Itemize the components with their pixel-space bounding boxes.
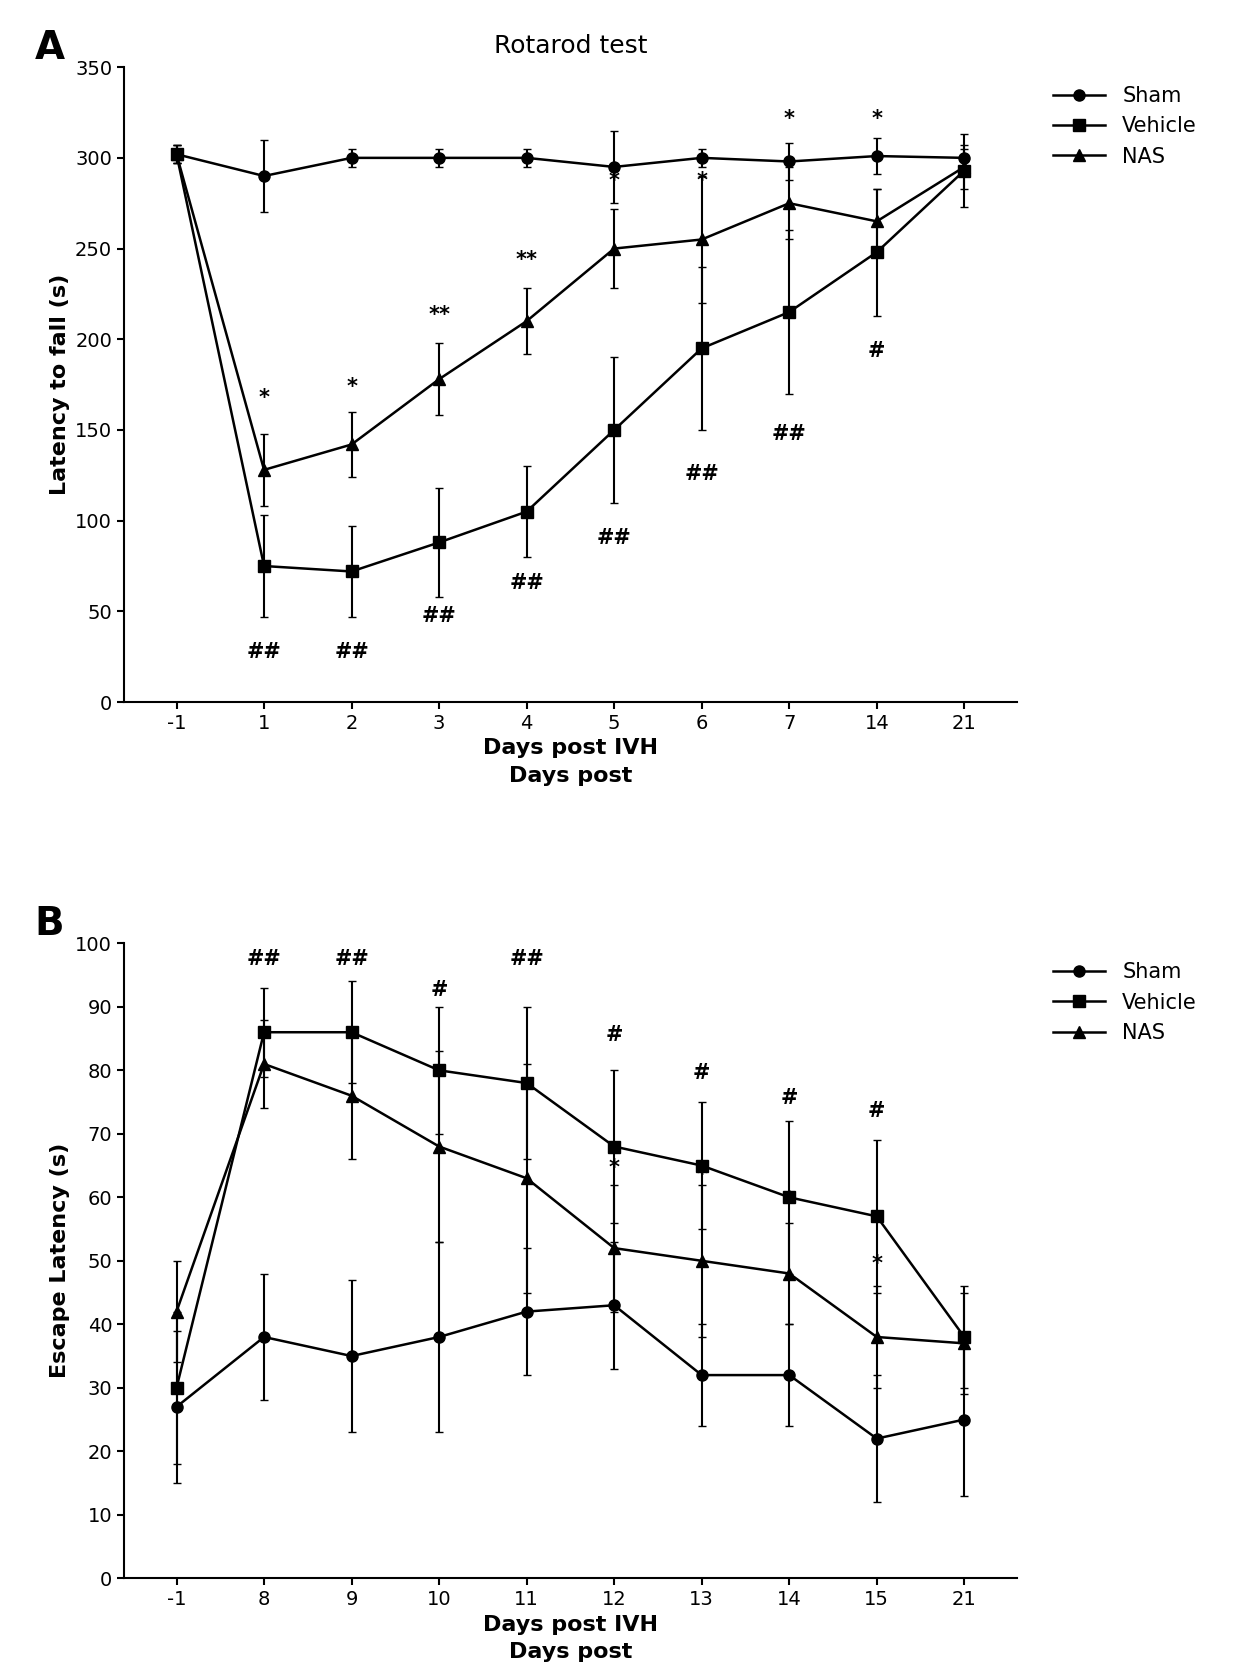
Text: ##: ## [596,527,631,547]
Text: *: * [872,1254,882,1273]
Text: Days post: Days post [508,766,632,786]
Y-axis label: Latency to fall (s): Latency to fall (s) [50,274,69,495]
Text: Days post: Days post [508,1642,632,1662]
Legend: Sham, Vehicle, NAS: Sham, Vehicle, NAS [1045,954,1205,1051]
Text: *: * [872,109,882,129]
Text: ##: ## [510,573,544,593]
Text: *: * [259,388,269,408]
Text: ##: ## [684,465,719,484]
Text: ##: ## [247,949,281,969]
Text: B: B [35,905,64,944]
Text: *: * [346,378,357,398]
Text: #: # [780,1088,797,1108]
Text: #: # [868,341,885,361]
Y-axis label: Escape Latency (s): Escape Latency (s) [50,1143,69,1378]
Text: #: # [605,1024,622,1044]
Text: ##: ## [335,949,370,969]
Text: A: A [35,29,64,67]
Text: ##: ## [247,641,281,662]
X-axis label: Days post IVH: Days post IVH [482,1615,658,1635]
Text: #: # [868,1101,885,1122]
Text: Days post IVH: Days post IVH [492,766,649,786]
Text: ##: ## [335,641,370,662]
Text: ##: ## [422,606,456,626]
Text: ##: ## [771,425,806,445]
Legend: Sham, Vehicle, NAS: Sham, Vehicle, NAS [1045,77,1205,175]
Text: **: ** [516,250,538,270]
Text: *: * [696,171,707,190]
Text: *: * [696,1165,707,1185]
Text: #: # [430,981,448,1001]
Text: *: * [609,171,620,190]
Text: Days post IVH: Days post IVH [492,1642,649,1662]
Title: Rotarod test: Rotarod test [494,34,647,59]
Text: ##: ## [510,949,544,969]
Text: **: ** [428,306,450,324]
Text: *: * [784,109,795,129]
Text: *: * [784,1190,795,1211]
X-axis label: Days post IVH: Days post IVH [482,739,658,759]
Text: #: # [693,1063,711,1083]
Text: *: * [609,1159,620,1179]
